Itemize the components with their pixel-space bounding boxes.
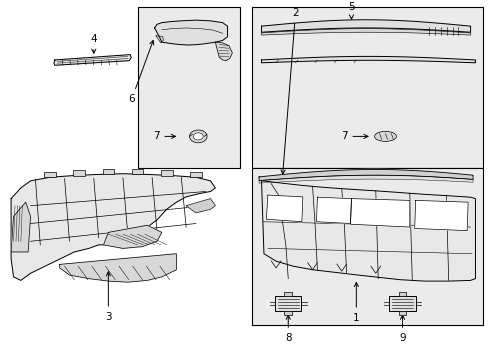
Polygon shape (186, 199, 215, 213)
Bar (131, 169, 143, 175)
Polygon shape (154, 20, 227, 45)
Text: 5: 5 (347, 2, 354, 19)
Bar (161, 170, 172, 176)
Text: 2: 2 (281, 8, 298, 174)
Circle shape (189, 130, 206, 143)
Text: 9: 9 (398, 315, 405, 343)
Text: 7: 7 (340, 131, 367, 141)
Bar (44, 172, 56, 177)
Bar (102, 169, 114, 175)
Polygon shape (414, 201, 467, 231)
Text: 1: 1 (352, 283, 359, 323)
Polygon shape (103, 225, 162, 248)
Circle shape (193, 133, 203, 140)
Polygon shape (261, 29, 469, 35)
Text: 4: 4 (90, 34, 97, 53)
Polygon shape (261, 20, 469, 32)
Bar (398, 292, 406, 296)
Ellipse shape (374, 131, 396, 141)
Bar (274, 296, 301, 311)
Polygon shape (60, 254, 176, 282)
Polygon shape (266, 195, 302, 222)
Text: 6: 6 (128, 40, 153, 104)
Bar (251, 6, 482, 168)
Polygon shape (11, 202, 30, 252)
Text: 3: 3 (105, 272, 111, 321)
Polygon shape (11, 174, 215, 280)
Text: 7: 7 (152, 131, 175, 141)
Polygon shape (156, 36, 163, 43)
Polygon shape (54, 55, 131, 65)
Bar (284, 311, 291, 315)
Polygon shape (261, 181, 474, 281)
Bar (251, 168, 482, 325)
Polygon shape (261, 57, 474, 63)
Bar (190, 172, 201, 177)
Bar (284, 292, 291, 296)
Bar (398, 311, 406, 315)
Polygon shape (350, 199, 409, 227)
Polygon shape (215, 42, 232, 61)
Polygon shape (259, 170, 472, 181)
Bar (137, 6, 239, 168)
Polygon shape (316, 197, 351, 224)
Text: 8: 8 (285, 315, 291, 343)
Polygon shape (259, 175, 472, 183)
Bar (388, 296, 415, 311)
Bar (73, 170, 85, 176)
